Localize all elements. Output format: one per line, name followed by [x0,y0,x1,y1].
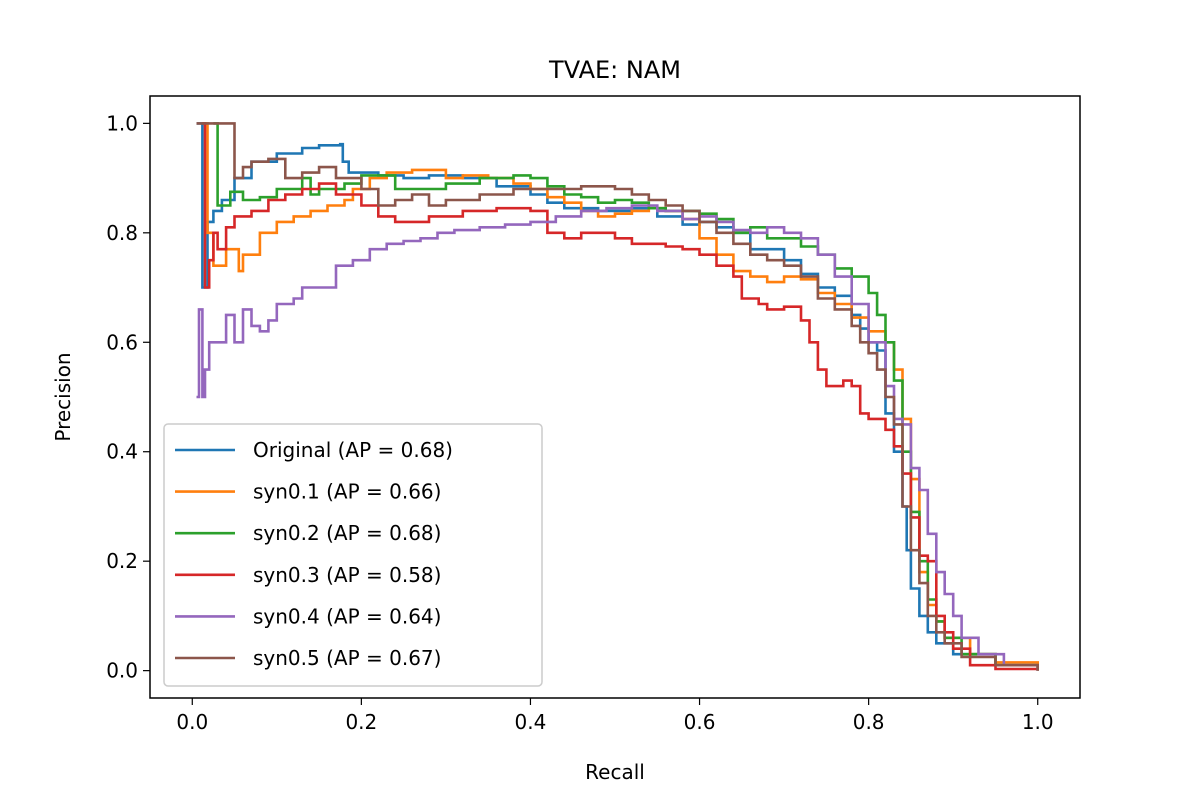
legend-label-2: syn0.2 (AP = 0.68) [253,521,441,545]
x-tick-label: 0.8 [853,710,885,734]
plot-frame [149,95,1081,699]
legend-label-5: syn0.5 (AP = 0.67) [253,646,441,670]
series-line-3 [202,122,1039,671]
legend: Original (AP = 0.68) syn0.1 (AP = 0.66) sy… [163,423,543,687]
x-tick-label: 1.0 [1022,710,1054,734]
series-line-4 [196,204,1039,671]
y-tick-label: 0.0 [106,659,138,683]
series-layer [196,122,1039,671]
y-tick-label: 0.4 [106,440,138,464]
y-tick-label: 0.6 [106,330,138,354]
legend-label-0: Original (AP = 0.68) [253,438,453,462]
y-axis: 0.0 0.2 0.4 0.6 0.8 1.0 [106,111,150,683]
x-tick-label: 0.2 [345,710,377,734]
series-line-2 [213,122,1039,671]
legend-label-4: syn0.4 (AP = 0.64) [253,604,441,628]
x-tick-label: 0.4 [515,710,547,734]
y-tick-label: 0.8 [106,221,138,245]
y-axis-label: Precision [51,352,75,441]
series-line-1 [202,122,1039,671]
series-line-5 [196,122,1039,671]
legend-label-1: syn0.1 (AP = 0.66) [253,480,441,504]
y-tick-label: 1.0 [106,111,138,135]
chart-title: TVAE: NAM [548,56,681,84]
legend-box [163,423,543,687]
x-tick-label: 0.6 [684,710,716,734]
x-axis: 0.0 0.2 0.4 0.6 0.8 1.0 [176,698,1054,734]
y-tick-label: 0.2 [106,549,138,573]
legend-label-3: syn0.3 (AP = 0.58) [253,563,441,587]
x-axis-label: Recall [585,760,645,784]
x-tick-label: 0.0 [176,710,208,734]
